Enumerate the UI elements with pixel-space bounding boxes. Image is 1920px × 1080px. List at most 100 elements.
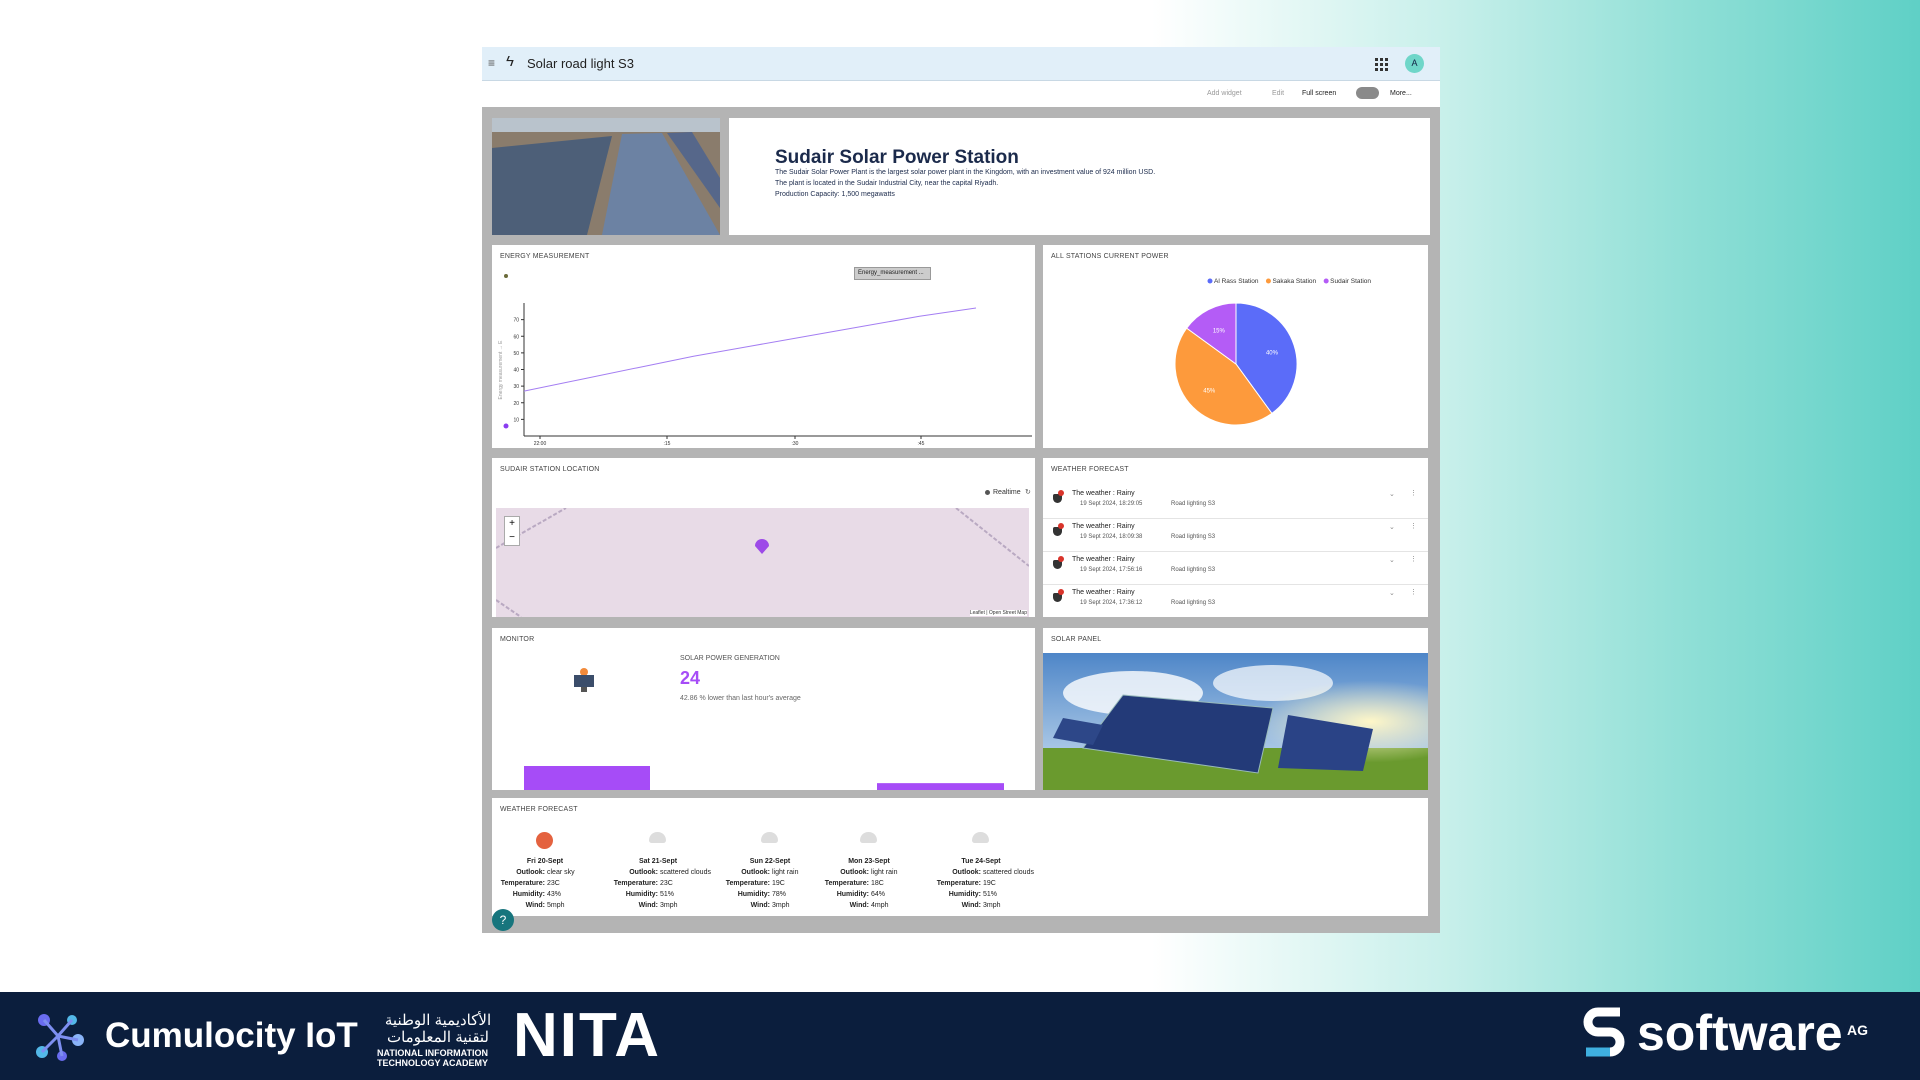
weather-icon bbox=[649, 832, 666, 843]
row-label: Temperature: bbox=[500, 880, 545, 887]
alarm-badge bbox=[1058, 556, 1064, 562]
alarm-item[interactable]: The weather : Rainy 19 Sept 2024, 17:36:1… bbox=[1043, 586, 1428, 617]
row-value: 5mph bbox=[547, 902, 565, 909]
zoom-out[interactable]: − bbox=[509, 532, 515, 543]
row-value: light rain bbox=[772, 869, 799, 876]
legend-label[interactable]: Sudair Station bbox=[1330, 278, 1371, 285]
full-screen-button[interactable]: Full screen bbox=[1302, 90, 1337, 97]
banner-line: Production Capacity: 1,500 megawatts bbox=[775, 191, 895, 198]
edit-button[interactable]: Edit bbox=[1272, 90, 1285, 97]
help-button[interactable]: ? bbox=[492, 909, 514, 931]
refresh-icon[interactable]: ↻ bbox=[1025, 489, 1031, 496]
kpi-title: SOLAR POWER GENERATION bbox=[680, 655, 780, 662]
row-label: Wind: bbox=[750, 902, 770, 909]
weather-icon bbox=[761, 832, 778, 843]
series-dropdown[interactable]: Energy_measurement ... bbox=[854, 267, 931, 280]
alarm-expand[interactable]: ⌄ bbox=[1389, 491, 1395, 498]
lock-toggle[interactable] bbox=[1356, 87, 1379, 99]
app-switcher[interactable] bbox=[1375, 58, 1389, 72]
row-label: Outlook: bbox=[952, 869, 981, 876]
software-text: software bbox=[1637, 1005, 1843, 1061]
legend-label[interactable]: Al Rass Station bbox=[1214, 278, 1259, 285]
y-tick-label: 50 bbox=[513, 351, 519, 357]
weather-icon bbox=[972, 832, 989, 843]
row-value: 19C bbox=[983, 880, 996, 887]
map-attribution[interactable]: Leaflet | Open Street Map bbox=[969, 610, 1027, 616]
row-value: 78% bbox=[772, 891, 787, 898]
realtime-dot bbox=[985, 490, 990, 495]
toolbar: Add widget Edit Full screen More... bbox=[482, 81, 1440, 107]
alarms-widget: WEATHER FORECAST The weather : Rainy 19 S… bbox=[1043, 458, 1428, 617]
solar-panel-photo bbox=[1043, 653, 1428, 790]
row-label: Outlook: bbox=[840, 869, 869, 876]
cumulocity-text: Cumulocity IoT bbox=[105, 1016, 358, 1055]
map: + − Leaflet | Open Street Map bbox=[496, 508, 1029, 617]
day-row: Humidity: 51% bbox=[598, 891, 718, 898]
day-row: Wind: 5mph bbox=[492, 902, 605, 909]
bolt-icon: ϟ bbox=[506, 53, 514, 70]
legend-label[interactable]: Sakaka Station bbox=[1272, 278, 1316, 285]
row-label: Wind: bbox=[638, 902, 658, 909]
y-tick-label: 60 bbox=[513, 334, 519, 340]
row-value: 23C bbox=[660, 880, 673, 887]
slice-label: 45% bbox=[1203, 389, 1216, 395]
pie-chart: 40% 45% 15% Al Rass Station Sakaka Station Su… bbox=[1174, 278, 1371, 426]
alarm-expand[interactable]: ⌄ bbox=[1389, 557, 1395, 564]
y-axis-label: Energy measurement → E bbox=[498, 340, 504, 400]
alarm-menu[interactable]: ⋮ bbox=[1410, 490, 1417, 497]
row-label: Temperature: bbox=[936, 880, 981, 887]
realtime-toggle[interactable]: Realtime bbox=[993, 489, 1021, 496]
alarm-item[interactable]: The weather : Rainy 19 Sept 2024, 18:29:0… bbox=[1043, 487, 1428, 519]
pie-slice[interactable] bbox=[1174, 327, 1273, 426]
footer: Cumulocity IoT الأكاديمية الوطنية لتقنية… bbox=[0, 992, 1920, 1080]
academy-arabic-line: الأكاديمية الوطنية bbox=[384, 1012, 492, 1029]
dashboard-window: ≡ ϟ Solar road light S3 A Add widget Edi… bbox=[482, 47, 1440, 933]
cumulocity-logo bbox=[36, 1014, 84, 1061]
menu-icon[interactable]: ≡ bbox=[488, 56, 496, 70]
alarm-menu[interactable]: ⋮ bbox=[1410, 556, 1417, 563]
widget-title: WEATHER FORECAST bbox=[500, 806, 578, 813]
page-title: Solar road light S3 bbox=[527, 56, 634, 71]
legend-swatch bbox=[1265, 278, 1271, 284]
map-marker[interactable] bbox=[755, 539, 769, 554]
day-row: Humidity: 78% bbox=[710, 891, 830, 898]
alarm-icon bbox=[1053, 527, 1062, 536]
day-row: Wind: 3mph bbox=[710, 902, 830, 909]
zoom-in[interactable]: + bbox=[509, 518, 515, 529]
row-value: 18C bbox=[871, 880, 884, 887]
alarm-menu[interactable]: ⋮ bbox=[1410, 589, 1417, 596]
row-label: Outlook: bbox=[629, 869, 658, 876]
toolbar-dot[interactable] bbox=[504, 274, 508, 278]
legend-swatch bbox=[1207, 278, 1213, 284]
day-row: Temperature: 23C bbox=[492, 880, 605, 887]
widget-title: WEATHER FORECAST bbox=[1051, 466, 1129, 473]
monitor-bars bbox=[524, 766, 1004, 790]
alarm-time: 19 Sept 2024, 17:36:12 bbox=[1080, 600, 1143, 606]
user-avatar[interactable]: A bbox=[1405, 54, 1424, 73]
row-value: 51% bbox=[660, 891, 675, 898]
pie-slice[interactable] bbox=[1235, 302, 1298, 415]
row-label: Temperature: bbox=[725, 880, 770, 887]
alarm-item[interactable]: The weather : Rainy 19 Sept 2024, 18:09:3… bbox=[1043, 520, 1428, 552]
forecast-widget: WEATHER FORECAST Fri 20-Sept Outlook: clea… bbox=[492, 798, 1428, 916]
slice-label: 40% bbox=[1266, 350, 1279, 356]
day-row: Temperature: 19C bbox=[710, 880, 830, 887]
alarm-menu[interactable]: ⋮ bbox=[1410, 523, 1417, 530]
banner-line: The Sudair Solar Power Plant is the larg… bbox=[775, 169, 1156, 176]
solar-field-photo bbox=[492, 118, 720, 235]
alarm-item[interactable]: The weather : Rainy 19 Sept 2024, 17:56:1… bbox=[1043, 553, 1428, 585]
day-date: Sun 22-Sept bbox=[749, 858, 791, 865]
alarm-expand[interactable]: ⌄ bbox=[1389, 524, 1395, 531]
weather-icon bbox=[536, 832, 553, 849]
alarm-expand[interactable]: ⌄ bbox=[1389, 590, 1395, 597]
x-tick-label: :15 bbox=[664, 441, 671, 447]
monitor-widget: MONITOR SOLAR POWER GENERATION 24 42.86 … bbox=[492, 628, 1035, 790]
more-button[interactable]: More... bbox=[1390, 90, 1412, 97]
row-label: Humidity: bbox=[836, 891, 869, 898]
add-widget-button[interactable]: Add widget bbox=[1207, 90, 1242, 97]
day-row: Outlook: light rain bbox=[809, 869, 929, 876]
pie-slice[interactable] bbox=[1185, 302, 1237, 365]
kpi-value: 24 bbox=[680, 668, 701, 688]
y-tick-label: 30 bbox=[513, 384, 519, 390]
row-label: Temperature: bbox=[824, 880, 869, 887]
